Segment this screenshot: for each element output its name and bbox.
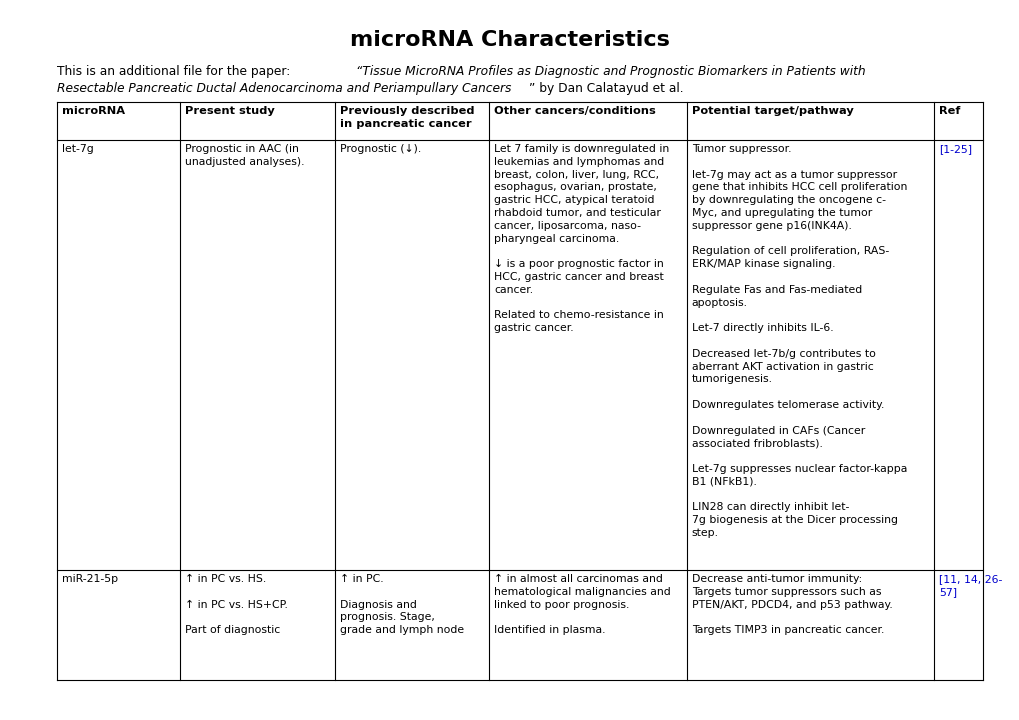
Text: Let 7 family is downregulated in
leukemias and lymphomas and
breast, colon, live: Let 7 family is downregulated in leukemi… — [494, 144, 669, 333]
Text: Present study: Present study — [185, 106, 275, 116]
Text: ↑ in almost all carcinomas and
hematological malignancies and
linked to poor pro: ↑ in almost all carcinomas and hematolog… — [494, 574, 671, 635]
Text: ” by Dan Calatayud et al.: ” by Dan Calatayud et al. — [529, 82, 683, 95]
Text: [1-25]: [1-25] — [938, 144, 971, 154]
Text: ↑ in PC.

Diagnosis and
prognosis. Stage,
grade and lymph node: ↑ in PC. Diagnosis and prognosis. Stage,… — [339, 574, 464, 635]
Text: miR-21-5p: miR-21-5p — [62, 574, 118, 584]
Text: [11, 14, 26-
57]: [11, 14, 26- 57] — [938, 574, 1002, 597]
Text: Ref: Ref — [938, 106, 959, 116]
Text: Resectable Pancreatic Ductal Adenocarcinoma and Periampullary Cancers: Resectable Pancreatic Ductal Adenocarcin… — [57, 82, 511, 95]
Text: This is an additional file for the paper:: This is an additional file for the paper… — [57, 65, 293, 78]
Text: Potential target/pathway: Potential target/pathway — [691, 106, 853, 116]
Text: Other cancers/conditions: Other cancers/conditions — [494, 106, 655, 116]
Text: microRNA: microRNA — [62, 106, 125, 116]
Text: let-7g: let-7g — [62, 144, 94, 154]
Text: Prognostic (↓).: Prognostic (↓). — [339, 144, 421, 154]
Text: “Tissue MicroRNA Profiles as Diagnostic and Prognostic Biomarkers in Patients wi: “Tissue MicroRNA Profiles as Diagnostic … — [356, 65, 865, 78]
Text: microRNA Characteristics: microRNA Characteristics — [350, 30, 669, 50]
Text: Prognostic in AAC (in
unadjusted analyses).: Prognostic in AAC (in unadjusted analyse… — [185, 144, 305, 167]
Text: ↑ in PC vs. HS.

↑ in PC vs. HS+CP.

Part of diagnostic: ↑ in PC vs. HS. ↑ in PC vs. HS+CP. Part … — [185, 574, 287, 635]
Text: Decrease anti-tumor immunity:
Targets tumor suppressors such as
PTEN/AKT, PDCD4,: Decrease anti-tumor immunity: Targets tu… — [691, 574, 892, 635]
Text: Tumor suppressor.

let-7g may act as a tumor suppressor
gene that inhibits HCC c: Tumor suppressor. let-7g may act as a tu… — [691, 144, 906, 538]
Text: Previously described
in pancreatic cancer: Previously described in pancreatic cance… — [339, 106, 474, 129]
